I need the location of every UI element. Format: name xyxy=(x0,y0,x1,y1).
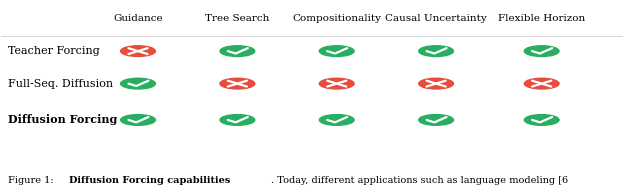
Circle shape xyxy=(419,46,454,56)
Circle shape xyxy=(120,78,156,89)
Text: Teacher Forcing: Teacher Forcing xyxy=(8,46,99,56)
Circle shape xyxy=(220,78,255,89)
Circle shape xyxy=(220,46,255,56)
Circle shape xyxy=(220,115,255,125)
Text: Full-Seq. Diffusion: Full-Seq. Diffusion xyxy=(8,79,113,89)
Circle shape xyxy=(319,78,354,89)
Circle shape xyxy=(524,115,559,125)
Circle shape xyxy=(419,115,454,125)
Circle shape xyxy=(319,46,354,56)
Circle shape xyxy=(120,46,156,56)
Circle shape xyxy=(120,115,156,125)
Text: Causal Uncertainty: Causal Uncertainty xyxy=(385,14,487,23)
Text: Tree Search: Tree Search xyxy=(205,14,269,23)
Text: Diffusion Forcing: Diffusion Forcing xyxy=(8,114,117,126)
Text: Diffusion Forcing capabilities: Diffusion Forcing capabilities xyxy=(68,176,230,185)
Text: Figure 1:: Figure 1: xyxy=(8,176,56,185)
Text: Compositionality: Compositionality xyxy=(292,14,381,23)
Circle shape xyxy=(419,78,454,89)
Text: Guidance: Guidance xyxy=(113,14,163,23)
Text: . Today, different applications such as language modeling [6: . Today, different applications such as … xyxy=(271,176,568,185)
Circle shape xyxy=(524,46,559,56)
Text: Flexible Horizon: Flexible Horizon xyxy=(498,14,586,23)
Circle shape xyxy=(319,115,354,125)
Circle shape xyxy=(524,78,559,89)
